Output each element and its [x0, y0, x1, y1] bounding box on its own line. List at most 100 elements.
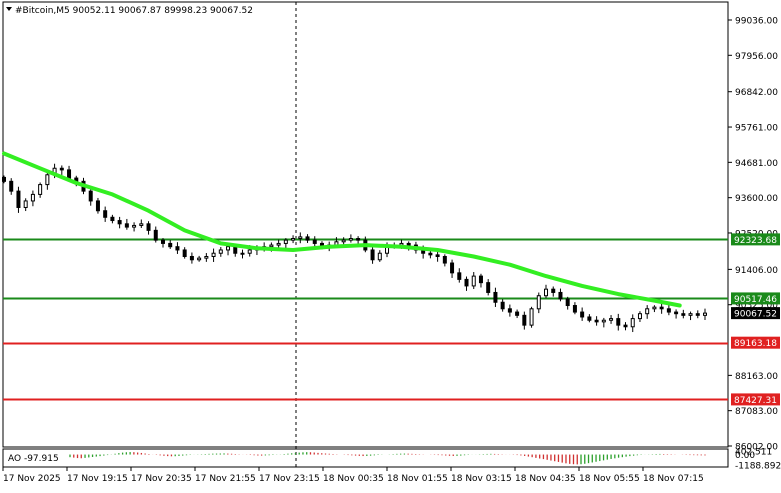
candles-group	[2, 163, 707, 333]
candle-body	[681, 313, 686, 316]
y-tick-label: 91406.00	[735, 266, 778, 276]
candle-body	[442, 255, 447, 264]
candle-body	[132, 224, 137, 228]
y-tick-label: 95761.00	[735, 124, 778, 134]
triangle-down-icon[interactable]	[6, 7, 12, 11]
candle-body	[493, 291, 498, 303]
candle-body	[500, 301, 505, 310]
candle-body	[67, 169, 72, 179]
candle-body	[659, 306, 664, 310]
y-tick-label: 93600.00	[735, 194, 778, 204]
candle-body	[471, 275, 476, 287]
candle-body	[572, 305, 577, 313]
x-tick-label: 17 Nov 20:35	[131, 474, 192, 484]
y-tick-label: 97956.00	[735, 52, 778, 62]
candle-body	[377, 252, 382, 261]
ao-pane-border	[2, 448, 729, 468]
candle-body	[478, 275, 483, 284]
candle-body	[175, 246, 180, 251]
candle-body	[240, 252, 245, 255]
candle-body	[45, 174, 50, 186]
candle-body	[88, 190, 93, 202]
x-tick-label: 17 Nov 19:15	[67, 474, 128, 484]
candle-body	[529, 308, 534, 326]
x-tick-label: 17 Nov 2025	[3, 474, 61, 484]
ao-y-tick-label: 402.511	[735, 448, 772, 458]
candle-body	[565, 298, 570, 307]
ao-y-tick-label: -1188.892	[735, 462, 781, 472]
candle-body	[616, 318, 621, 326]
candle-body	[630, 318, 635, 328]
candle-body	[2, 176, 6, 182]
candle-body	[23, 200, 28, 208]
candle-body	[558, 291, 563, 300]
candle-body	[247, 249, 252, 254]
candle-body	[298, 236, 303, 240]
x-tick-label: 18 Nov 04:35	[515, 474, 576, 484]
candle-body	[226, 246, 231, 251]
x-tick-label: 18 Nov 07:15	[643, 474, 704, 484]
y-tick-label: 94681.00	[735, 159, 778, 169]
candle-body	[406, 242, 411, 246]
candle-body	[637, 313, 642, 320]
x-tick-label: 17 Nov 21:55	[195, 474, 256, 484]
candle-body	[283, 239, 288, 244]
candle-body	[233, 246, 238, 254]
candle-body	[16, 190, 21, 208]
candle-body	[370, 249, 375, 261]
level-price-tag-0	[731, 233, 780, 246]
candle-body	[457, 272, 462, 280]
candle-body	[211, 252, 216, 257]
candle-body	[428, 252, 433, 256]
candle-body	[124, 223, 129, 228]
candle-body	[146, 223, 151, 231]
candle-body	[9, 180, 14, 192]
candle-body	[117, 220, 122, 225]
candle-body	[695, 313, 700, 316]
candle-body	[168, 242, 173, 248]
x-tick-label: 18 Nov 00:35	[323, 474, 384, 484]
x-tick-label: 18 Nov 05:55	[579, 474, 640, 484]
y-tick-label: 86002.00	[735, 443, 778, 453]
level-price-tag-1	[731, 292, 780, 305]
ao-title-label: AO -97.915	[8, 454, 59, 464]
main-pane-border	[2, 1, 729, 448]
candle-body	[95, 200, 100, 212]
candle-body	[450, 262, 455, 274]
moving-average-line	[2, 151, 682, 308]
y-tick-label: 90325.00	[735, 301, 778, 311]
y-tick-label: 96842.00	[735, 88, 778, 98]
candle-body	[594, 319, 599, 323]
candle-body	[544, 288, 549, 297]
candle-body	[645, 308, 650, 315]
level-price-label-3: 87427.31	[734, 396, 777, 406]
candle-body	[652, 306, 657, 310]
level-price-label-1: 90517.46	[734, 295, 777, 305]
candle-body	[276, 242, 281, 246]
candle-body	[182, 249, 187, 257]
candle-body	[551, 288, 556, 293]
level-price-label-0: 92323.68	[734, 236, 777, 246]
level-price-tag-3	[731, 393, 780, 406]
header-symbol-ohlc: #Bitcoin,M5 90052.11 90067.87 89998.23 9…	[15, 6, 253, 16]
candle-body	[601, 319, 606, 323]
candle-body	[139, 223, 144, 226]
x-tick-label: 18 Nov 03:15	[451, 474, 512, 484]
candle-body	[435, 254, 440, 257]
candle-body	[59, 167, 64, 171]
candle-body	[312, 239, 317, 244]
candle-body	[30, 193, 35, 202]
candle-body	[341, 239, 346, 243]
candle-body	[291, 238, 296, 241]
candle-body	[609, 318, 614, 321]
candle-body	[218, 249, 223, 254]
candle-body	[189, 255, 194, 261]
candle-body	[103, 210, 108, 218]
candle-body	[666, 308, 671, 313]
x-tick-label: 18 Nov 01:55	[387, 474, 448, 484]
candle-body	[703, 312, 707, 316]
candle-body	[674, 311, 679, 315]
candle-body	[486, 282, 491, 293]
